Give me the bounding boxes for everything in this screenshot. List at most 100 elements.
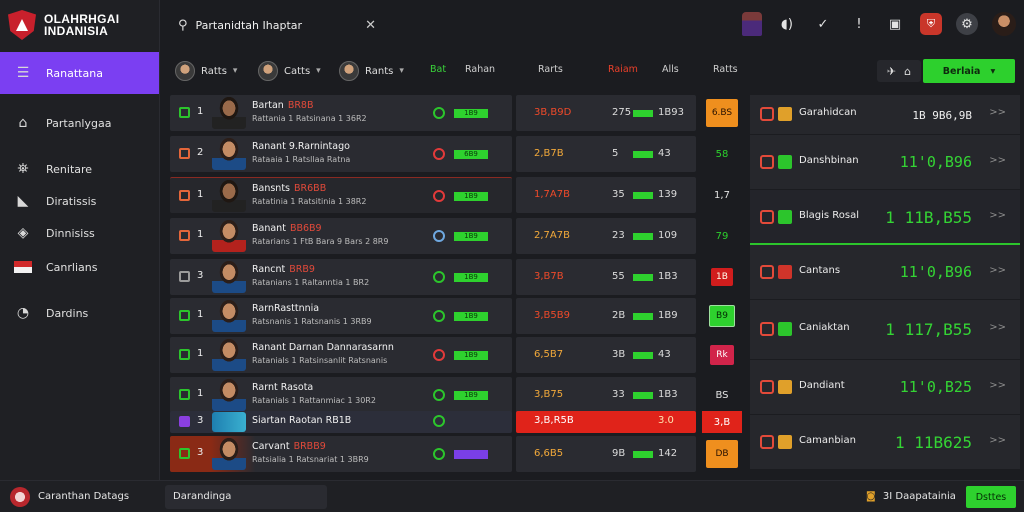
stat-count: 9B [612, 448, 626, 459]
team-shield-icon[interactable]: ⛨ [920, 13, 942, 35]
extra-value[interactable]: BS [715, 389, 729, 401]
column-header-rarts[interactable]: Rarts [538, 64, 563, 75]
table-row[interactable]: 1 RarnRasttnnia Ratsnanis 1 Ratsnanis 1 … [170, 298, 742, 334]
column-header-raiam[interactable]: Raiam [608, 64, 638, 75]
player-rank: 3 [197, 447, 204, 458]
player-photo [212, 300, 246, 332]
column-header-rahan[interactable]: Rahan [465, 64, 496, 75]
chat-input[interactable]: Darandinga [165, 485, 327, 509]
team-row[interactable]: Danshbinan 11'0,B96 >> [750, 135, 1020, 190]
extra-value[interactable]: DB [706, 440, 738, 468]
search-input[interactable]: Partanidtah Ihaptar [195, 18, 303, 32]
rating-bar [454, 450, 488, 459]
filter-rants[interactable]: Rants ▾ [339, 60, 404, 82]
player-name[interactable]: Siartan Raotan RB1B [252, 415, 355, 426]
checkbox[interactable] [179, 389, 190, 400]
sound-icon[interactable]: ◖) [781, 16, 793, 32]
extra-value[interactable]: 79 [715, 230, 729, 242]
column-header-ratts[interactable]: Ratts [713, 64, 738, 75]
sidebar-item-renitare[interactable]: ⛯ Renitare [0, 152, 159, 186]
team-row[interactable]: Blagis Rosal 1 11B,B55 >> [750, 190, 1020, 245]
mascot-icon[interactable] [742, 12, 762, 36]
table-row[interactable]: 3 Rancnt BRB9 Ratanians 1 Raltanntia 1 BR… [170, 259, 742, 295]
chevron-right-icon[interactable]: >> [989, 379, 1006, 391]
player-name[interactable]: RarnRasttnnia [252, 303, 323, 314]
table-row[interactable]: 2 Ranant 9.Rarnintago Rataaia 1 Ratsllaa… [170, 136, 742, 172]
player-name[interactable]: Rarnt Rasota [252, 382, 317, 393]
table-row[interactable]: 1 Ranant Darnan Dannarasarnn Ratanials 1… [170, 337, 742, 373]
checkbox[interactable] [179, 107, 190, 118]
extra-value[interactable]: 1,7 [714, 189, 730, 201]
team-row[interactable]: Garahidcan 1B 9B6,9B >> [750, 95, 1020, 135]
chevron-right-icon[interactable]: >> [989, 264, 1006, 276]
submit-button[interactable]: Dsttes [966, 486, 1016, 508]
chevron-right-icon[interactable]: >> [989, 322, 1006, 333]
table-row[interactable]: 1 Bansnts BR6BB Ratatinia 1 Ratsitinia 1 … [170, 177, 742, 213]
player-name[interactable]: Ranant Darnan Dannarasarnn [252, 342, 398, 353]
filter-catts[interactable]: Catts ▾ [258, 60, 321, 82]
extra-value[interactable]: B9 [709, 305, 735, 327]
sidebar-item-canrlians[interactable]: Canrlians [0, 250, 159, 284]
extra-value[interactable]: Rk [710, 345, 734, 365]
team-row[interactable]: Cantans 11'0,B96 >> [750, 245, 1020, 300]
checkbox[interactable] [179, 230, 190, 241]
sidebar-item-ranattana[interactable]: ☰ Ranattana [0, 52, 159, 94]
stat-value: 1,7A7B [534, 189, 570, 200]
team-row[interactable]: Dandiant 11'0,B25 >> [750, 360, 1020, 415]
player-name[interactable]: Bansnts BR6BB [252, 183, 326, 194]
player-name[interactable]: Bartan BR8B [252, 100, 314, 111]
extra-value[interactable]: 3,B [713, 416, 731, 428]
player-name[interactable]: Carvant BRBB9 [252, 441, 326, 452]
extra-value[interactable]: 6.BS [706, 99, 738, 127]
sidebar-item-label: Ranattana [46, 66, 103, 80]
chevron-right-icon[interactable]: >> [989, 209, 1006, 221]
view-toggle[interactable]: ✈ ⌂ [877, 60, 921, 82]
settings-icon[interactable]: ⚙ [956, 13, 978, 35]
team-crest-icon [760, 107, 774, 121]
user-avatar[interactable] [10, 487, 30, 507]
avatar[interactable] [992, 12, 1016, 36]
player-name[interactable]: Rancnt BRB9 [252, 264, 315, 275]
table-row[interactable]: 3 Carvant BRBB9 Ratsialia 1 Ratsnariat 1 … [170, 436, 742, 472]
sidebar-item-dardins[interactable]: ◔ Dardins [0, 296, 159, 330]
player-photo [212, 438, 246, 470]
checkbox[interactable] [179, 310, 190, 321]
column-header-bat[interactable]: Bat [430, 64, 447, 75]
checkbox[interactable] [179, 349, 190, 360]
column-header-alls[interactable]: Alls [662, 64, 679, 75]
logo[interactable]: OLAHRHGAI INDANISIA [0, 0, 159, 50]
team-crest-icon [760, 322, 774, 336]
table-row[interactable]: 1 Banant BB6B9 Ratarians 1 FtB Bara 9 Bar… [170, 218, 742, 254]
player-name[interactable]: Banant BB6B9 [252, 223, 322, 234]
player-name-text: Rancnt [252, 264, 286, 275]
checkbox[interactable] [179, 416, 190, 427]
table-row[interactable]: 3 Siartan Raotan RB1B 3,B,R5B 3.0 3,B [170, 411, 742, 433]
checkbox[interactable] [179, 190, 190, 201]
table-row[interactable]: 1 Rarnt Rasota Ratanials 1 Rattanmiac 1 … [170, 377, 742, 413]
sidebar-item-dinnisiss[interactable]: ◈ Dinnisiss [0, 216, 159, 250]
chevron-right-icon[interactable]: >> [989, 154, 1006, 166]
search-box[interactable]: ⚲ Partanidtah Ihaptar ✕ [168, 10, 386, 40]
action-button[interactable]: Berlaia ▾ [923, 59, 1015, 83]
team-row[interactable]: Camanbian 1 11B625 >> [750, 415, 1020, 470]
sidebar-item-partanlygaa[interactable]: ⌂ Partanlygaa [0, 106, 159, 140]
team-row[interactable]: Caniaktan 1 117,B55 >> [750, 300, 1020, 360]
close-icon[interactable]: ✕ [365, 17, 376, 33]
table-row[interactable]: 1 Bartan BR8B Rattania 1 Ratsinana 1 36R2… [170, 95, 742, 131]
stat-value: 3,B7B [534, 271, 564, 282]
player-details: Ratanials 1 Rattanmiac 1 30R2 [252, 396, 376, 405]
chat-icon[interactable]: ▣ [888, 16, 902, 32]
checkbox[interactable] [179, 448, 190, 459]
sidebar-item-diratissis[interactable]: ◣ Diratissis [0, 186, 159, 216]
extra-value[interactable]: 1B [711, 268, 733, 286]
checkbox[interactable] [179, 271, 190, 282]
tag-icon: ◈ [17, 225, 29, 241]
extra-value[interactable]: 58 [715, 148, 729, 160]
check-icon[interactable]: ✓ [817, 16, 829, 32]
filter-ratts[interactable]: Ratts ▾ [175, 60, 237, 82]
chevron-right-icon[interactable]: >> [989, 107, 1006, 118]
exclamation-icon[interactable]: ! [856, 16, 862, 32]
player-name[interactable]: Ranant 9.Rarnintago [252, 141, 354, 152]
chevron-right-icon[interactable]: >> [989, 434, 1006, 446]
checkbox[interactable] [179, 148, 190, 159]
